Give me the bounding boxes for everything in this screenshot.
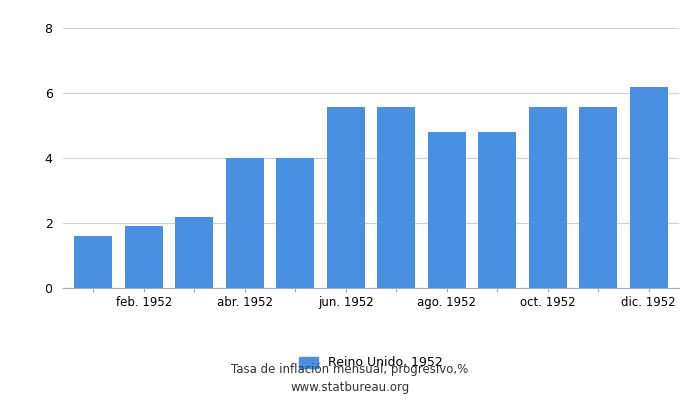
Text: www.statbureau.org: www.statbureau.org xyxy=(290,382,410,394)
Bar xyxy=(528,107,567,288)
Bar xyxy=(175,217,214,288)
Bar xyxy=(630,87,668,288)
Legend: Reino Unido, 1952: Reino Unido, 1952 xyxy=(294,352,448,374)
Bar xyxy=(478,132,516,288)
Bar xyxy=(276,158,314,288)
Bar xyxy=(428,132,466,288)
Bar xyxy=(74,236,112,288)
Bar xyxy=(226,158,264,288)
Bar xyxy=(125,226,162,288)
Text: Tasa de inflación mensual, progresivo,%: Tasa de inflación mensual, progresivo,% xyxy=(232,364,468,376)
Bar xyxy=(377,107,415,288)
Bar xyxy=(580,107,617,288)
Bar xyxy=(327,107,365,288)
